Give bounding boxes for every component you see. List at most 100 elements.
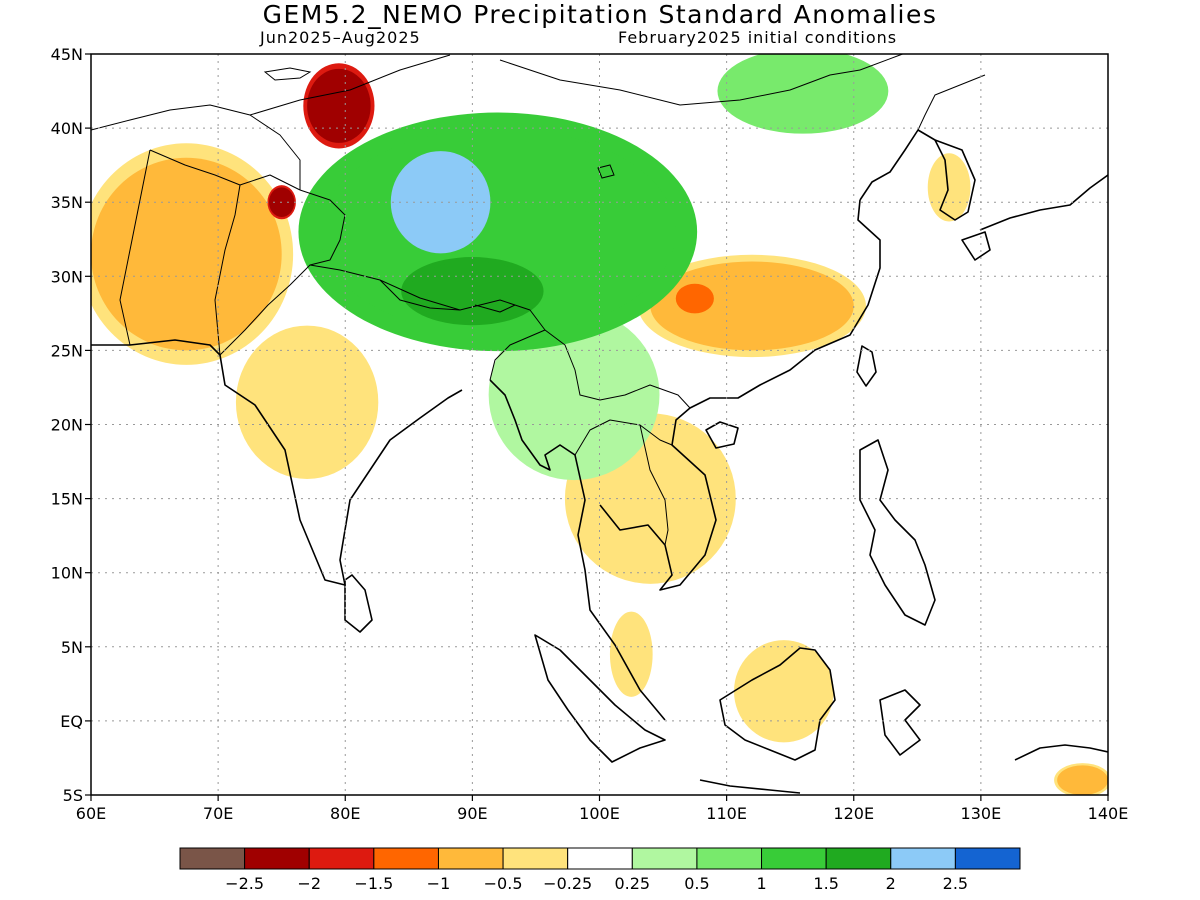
anomaly-region (1057, 765, 1108, 795)
coastline-taiwan (856, 345, 877, 387)
lat-tick-label: 20N (51, 416, 83, 435)
colorbar-label: 0.25 (614, 874, 650, 893)
border-kazakh-china (249, 54, 451, 116)
coastline-java (699, 779, 801, 794)
colorbar-swatch (761, 847, 827, 870)
lat-tick-label: 15N (51, 490, 83, 509)
colorbar-swatch (631, 847, 698, 870)
lat-tick-label: 5N (61, 638, 83, 657)
lon-tick-label: 100E (579, 804, 620, 823)
border-russia-china (859, 54, 905, 71)
lon-tick-label: 80E (330, 804, 360, 823)
lat-tick-label: 45N (51, 45, 83, 64)
gridlines (91, 54, 1108, 795)
coastline-new-guinea (1014, 744, 1108, 761)
anomaly-region (930, 157, 969, 218)
anomaly-region (726, 54, 880, 129)
border-china-korea (917, 74, 986, 131)
border-thai-myanmar (574, 419, 673, 456)
anomaly-region (307, 68, 371, 143)
anomaly-region (612, 617, 651, 692)
lake-balkhash (263, 67, 312, 81)
colorbar-swatch (179, 847, 246, 870)
lat-tick-label: 35N (51, 193, 83, 212)
anomaly-field (91, 54, 1108, 795)
border-china-myanmar (544, 329, 691, 409)
anomaly-region (396, 157, 486, 247)
coastline-sri-lanka (344, 574, 373, 633)
lat-tick-label: 40N (51, 119, 83, 138)
lon-tick-label: 140E (1088, 804, 1129, 823)
lon-tick-label: 110E (706, 804, 747, 823)
map-title: GEM5.2_NEMO Precipitation Standard Anoma… (262, 0, 938, 29)
lat-tick-label: 25N (51, 341, 83, 360)
coastline-philippines (859, 439, 936, 626)
lat-tick-label: 10N (51, 564, 83, 583)
lon-tick-label: 130E (961, 804, 1002, 823)
colorbar-swatch (567, 847, 633, 870)
border-pakistan-india (214, 184, 241, 356)
colorbar-swatch (308, 847, 375, 870)
coastline-myanmar (489, 379, 666, 721)
colorbar-label: −0.25 (543, 874, 592, 893)
lon-tick-label: 60E (76, 804, 106, 823)
border-central-asia (91, 104, 301, 190)
longitude-labels: 60E 70E 80E 90E 100E 110E 120E 130E 140E (76, 795, 1129, 823)
colorbar-swatch (244, 847, 310, 870)
colorbar-label: 2.5 (943, 874, 968, 893)
colorbar-swatch (825, 847, 892, 870)
anomaly-region (243, 335, 371, 469)
anomaly-region (675, 283, 714, 314)
anomaly-region (408, 261, 536, 321)
lat-tick-label: 5S (63, 786, 83, 805)
coastline-japan (979, 174, 1108, 231)
coastlines (91, 129, 1108, 794)
lon-tick-label: 120E (833, 804, 874, 823)
colorbar-label: 0.5 (684, 874, 709, 893)
lakes (263, 67, 615, 179)
anomaly-region (497, 320, 651, 469)
lon-tick-label: 70E (203, 804, 233, 823)
lon-tick-label: 90E (457, 804, 487, 823)
border-china-west (299, 189, 346, 266)
colorbar-label: −0.5 (484, 874, 523, 893)
lake-qinghai (597, 164, 615, 179)
coastline-sumatra (534, 634, 666, 763)
colorbar: −2.5 −2 −1.5 −1 −0.5 −0.25 0.25 0.5 1 1.5 2 2.5 (179, 847, 1021, 893)
colorbar-swatch (696, 847, 763, 870)
coastline-kyushu (961, 231, 991, 261)
border-laos (639, 424, 669, 546)
colorbar-swatch (954, 847, 1021, 870)
coastline-indochina (599, 199, 881, 591)
colorbar-label: −1 (427, 874, 451, 893)
border-pakistan-iran (119, 149, 151, 346)
borders (91, 54, 986, 546)
initial-conditions: February2025 initial conditions (618, 28, 898, 47)
latitude-labels: 45N 40N 35N 30N 25N 20N 15N 10N 5N EQ 5S (51, 45, 91, 805)
border-bhutan (474, 304, 516, 313)
colorbar-label: 1.5 (813, 874, 838, 893)
lat-tick-label: 30N (51, 267, 83, 286)
border-india-north (219, 264, 546, 381)
border-mongolia-china (499, 59, 861, 106)
colorbar-label: −1.5 (354, 874, 393, 893)
coastline-china-north (859, 129, 936, 201)
colorbar-label: 2 (886, 874, 896, 893)
colorbar-label: −2.5 (225, 874, 264, 893)
colorbar-label: −2 (297, 874, 321, 893)
anomaly-region (739, 646, 829, 736)
colorbar-swatch (890, 847, 956, 870)
border-nepal (379, 279, 461, 311)
coastline-sulawesi (879, 689, 921, 756)
lat-tick-label: EQ (60, 712, 83, 731)
colorbar-swatch (437, 847, 504, 870)
coastline-borneo (719, 647, 836, 761)
coastline-pakistan (91, 339, 221, 356)
colorbar-label: 1 (756, 874, 766, 893)
coastline-korea (934, 139, 976, 221)
colorbar-swatch (373, 847, 439, 870)
coastline-hainan (705, 421, 739, 449)
forecast-period: Jun2025–Aug2025 (260, 28, 421, 47)
coastline-india (219, 354, 463, 586)
